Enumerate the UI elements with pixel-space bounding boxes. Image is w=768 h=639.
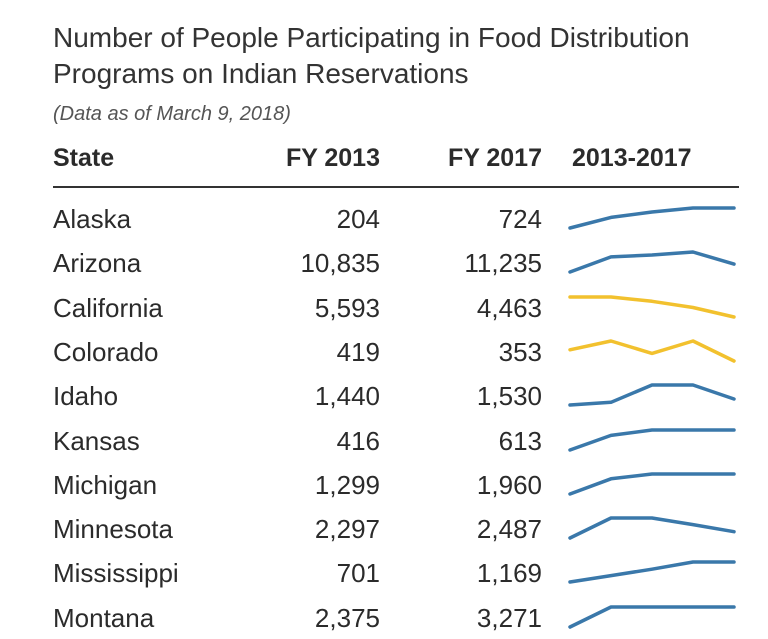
fy2017-cell: 2,487 [476, 514, 542, 545]
fy2017-cell: 1,960 [476, 469, 542, 500]
state-cell: Idaho [53, 381, 119, 412]
table-row: California 5,593 4,463 [0, 285, 768, 329]
fy2013-cell: 2,297 [314, 514, 380, 545]
sparkline-series [568, 516, 736, 540]
header-fy2017: FY 2017 [447, 144, 542, 172]
sparkline-series [568, 604, 736, 629]
state-cell: Kansas [53, 425, 140, 456]
fy2017-cell: 613 [498, 425, 542, 456]
fy2017-cell: 1,169 [476, 558, 542, 589]
fy2013-cell: 10,835 [300, 248, 380, 279]
state-cell: California [53, 292, 163, 323]
sparkline [568, 294, 736, 319]
sparkline [568, 427, 736, 452]
state-cell: Minnesota [53, 514, 173, 545]
sparkline-series [568, 339, 736, 363]
table-row: Kansas 416 613 [0, 418, 768, 462]
fy2013-cell: 1,440 [314, 381, 380, 412]
fy2013-cell: 1,299 [314, 469, 380, 500]
chart-title: Number of People Participating in Food D… [53, 22, 690, 89]
header-divider [53, 186, 739, 188]
table-row: Montana 2,375 3,271 [0, 595, 768, 639]
sparkline [568, 516, 736, 540]
fy2017-cell: 4,463 [476, 292, 542, 323]
state-cell: Montana [53, 602, 155, 633]
sparkline-series [568, 294, 736, 319]
state-cell: Mississippi [53, 558, 179, 589]
header-state: State [53, 144, 115, 172]
fy2013-cell: 701 [336, 558, 380, 589]
state-cell: Alaska [53, 204, 132, 234]
sparkline-series [568, 560, 736, 585]
fy2017-cell: 724 [498, 204, 542, 234]
state-cell: Colorado [53, 336, 159, 367]
fy2017-cell: 353 [498, 336, 542, 367]
table-row: Minnesota 2,297 2,487 [0, 506, 768, 550]
sparkline-series [568, 250, 736, 275]
fy2017-cell: 11,235 [464, 248, 542, 279]
fy2013-cell: 2,375 [314, 602, 380, 633]
sparkline-series [568, 427, 736, 452]
table-row: Arizona 10,835 11,235 [0, 240, 768, 284]
sparkline [568, 206, 736, 230]
table-row: Colorado 419 353 [0, 329, 768, 373]
sparkline [568, 472, 736, 496]
fy2017-cell: 1,530 [476, 381, 542, 412]
state-cell: Arizona [53, 248, 142, 279]
fy2013-cell: 419 [336, 336, 380, 367]
sparkline-series [568, 472, 736, 496]
table-row: Mississippi 701 1,169 [0, 550, 768, 594]
header-trend: 2013-2017 [572, 144, 692, 172]
sparkline [568, 250, 736, 275]
header-fy2013: FY 2013 [285, 144, 380, 172]
table-row: Idaho 1,440 1,530 [0, 373, 768, 417]
sparkline [568, 560, 736, 585]
fy2013-cell: 416 [336, 425, 380, 456]
state-cell: Michigan [53, 469, 158, 500]
sparkline-series [568, 206, 736, 230]
chart-subtitle: (Data as of March 9, 2018) [53, 103, 291, 125]
table-row: Alaska 204 724 [0, 196, 768, 240]
fy2013-cell: 204 [336, 204, 380, 234]
sparkline-series [568, 383, 736, 407]
table-row: Michigan 1,299 1,960 [0, 462, 768, 506]
sparkline [568, 339, 736, 363]
sparkline [568, 383, 736, 407]
fy2013-cell: 5,593 [314, 292, 380, 323]
fy2017-cell: 3,271 [476, 602, 542, 633]
sparkline [568, 604, 736, 629]
